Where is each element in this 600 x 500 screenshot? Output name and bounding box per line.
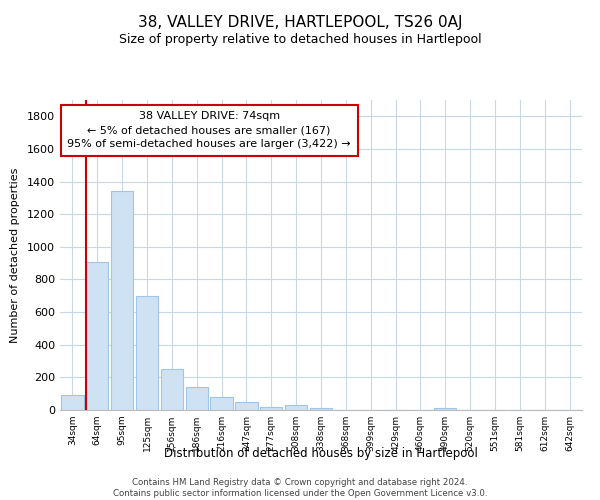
Text: 38, VALLEY DRIVE, HARTLEPOOL, TS26 0AJ: 38, VALLEY DRIVE, HARTLEPOOL, TS26 0AJ	[138, 15, 462, 30]
Bar	[434, 408, 457, 410]
Bar	[185, 387, 208, 410]
Bar	[161, 369, 183, 410]
Text: Contains HM Land Registry data © Crown copyright and database right 2024.
Contai: Contains HM Land Registry data © Crown c…	[113, 478, 487, 498]
Bar	[310, 408, 332, 410]
Text: Distribution of detached houses by size in Hartlepool: Distribution of detached houses by size …	[164, 448, 478, 460]
Bar	[86, 262, 109, 410]
Bar	[211, 397, 233, 410]
Bar	[235, 402, 257, 410]
Bar	[136, 296, 158, 410]
Bar	[285, 405, 307, 410]
Text: Size of property relative to detached houses in Hartlepool: Size of property relative to detached ho…	[119, 32, 481, 46]
Bar	[61, 396, 83, 410]
Y-axis label: Number of detached properties: Number of detached properties	[10, 168, 20, 342]
Bar	[260, 406, 283, 410]
Text: 38 VALLEY DRIVE: 74sqm
← 5% of detached houses are smaller (167)
95% of semi-det: 38 VALLEY DRIVE: 74sqm ← 5% of detached …	[67, 112, 351, 150]
Bar	[111, 192, 133, 410]
